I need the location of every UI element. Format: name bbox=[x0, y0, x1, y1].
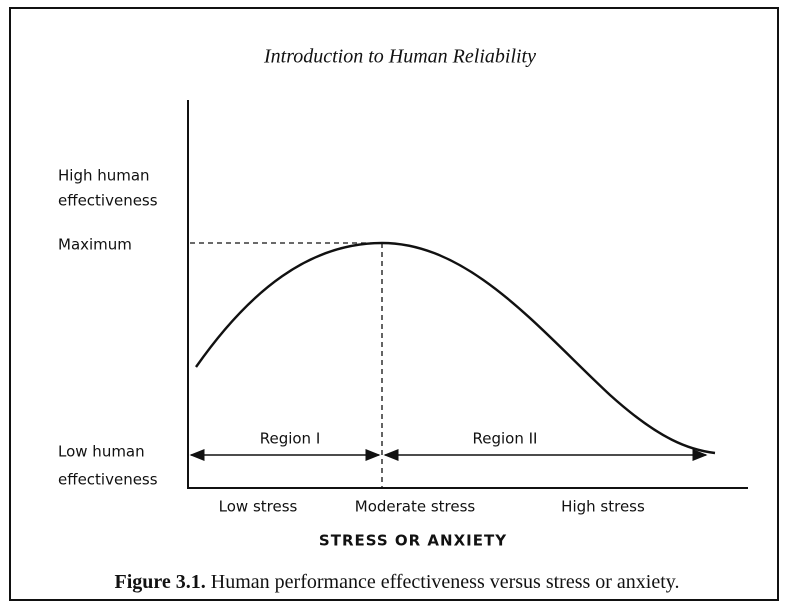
frame bbox=[9, 7, 779, 601]
x-label: Moderate stress bbox=[355, 498, 476, 516]
y-label: Maximum bbox=[58, 236, 132, 254]
x-label: High stress bbox=[561, 498, 645, 516]
x-axis-title: STRESS OR ANXIETY bbox=[319, 532, 507, 550]
caption-label: Figure 3.1. bbox=[114, 571, 205, 593]
x-label: Low stress bbox=[219, 498, 298, 516]
caption-text: Human performance effectiveness versus s… bbox=[211, 571, 680, 593]
caption: Figure 3.1. Human performance effectiven… bbox=[114, 571, 679, 593]
y-label: effectiveness bbox=[58, 192, 158, 210]
region-label: Region II bbox=[473, 430, 538, 448]
y-label: Low human bbox=[58, 443, 145, 461]
region-label: Region I bbox=[260, 430, 321, 448]
header-title: Introduction to Human Reliability bbox=[263, 46, 536, 68]
y-label: effectiveness bbox=[58, 471, 158, 489]
performance-curve bbox=[195, 241, 716, 455]
y-label: High human bbox=[58, 167, 150, 185]
